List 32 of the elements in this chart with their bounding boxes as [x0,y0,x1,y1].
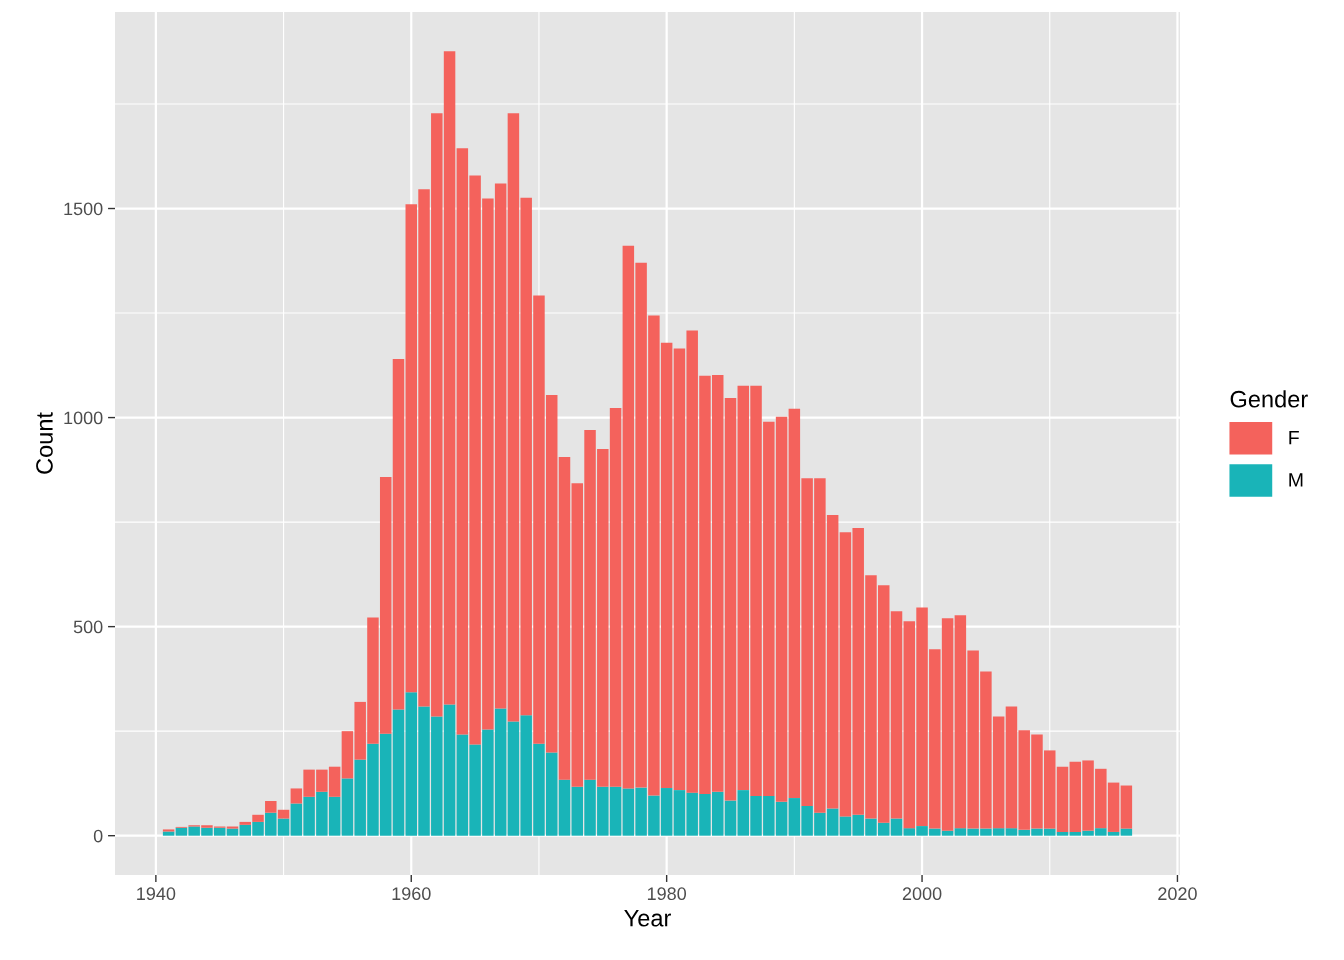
legend-label: F [1289,430,1299,445]
y-tick-label: 0 [93,829,103,843]
bar [162,829,175,832]
bar [162,831,175,836]
x-tick-label: 2000 [902,887,942,901]
y-tick-label: 500 [73,620,103,634]
y-tick-label: 1000 [64,411,103,425]
bar [252,814,264,822]
bar [226,826,239,829]
bar [724,397,737,801]
bar [890,818,903,836]
bar [558,456,571,780]
x-tick-label: 1960 [392,887,431,901]
y-axis-title: Count [36,412,53,474]
legend-label: M [1289,473,1303,487]
x-tick-label: 1980 [647,887,687,901]
x-tick-label: 1940 [137,887,176,901]
bar [392,709,405,836]
bar [558,779,571,836]
bar [392,359,405,710]
legend-title: Gender [1230,390,1308,408]
bar [1056,831,1069,836]
bar [724,800,737,836]
bar [1120,785,1133,829]
bar [239,821,251,825]
y-tick-label: 1500 [64,202,103,216]
x-axis-title: Year [624,910,671,927]
x-tick-label: 2020 [1158,887,1197,901]
bar [1056,766,1069,832]
bar [226,828,239,836]
bar [890,611,903,819]
bar [1120,828,1133,836]
